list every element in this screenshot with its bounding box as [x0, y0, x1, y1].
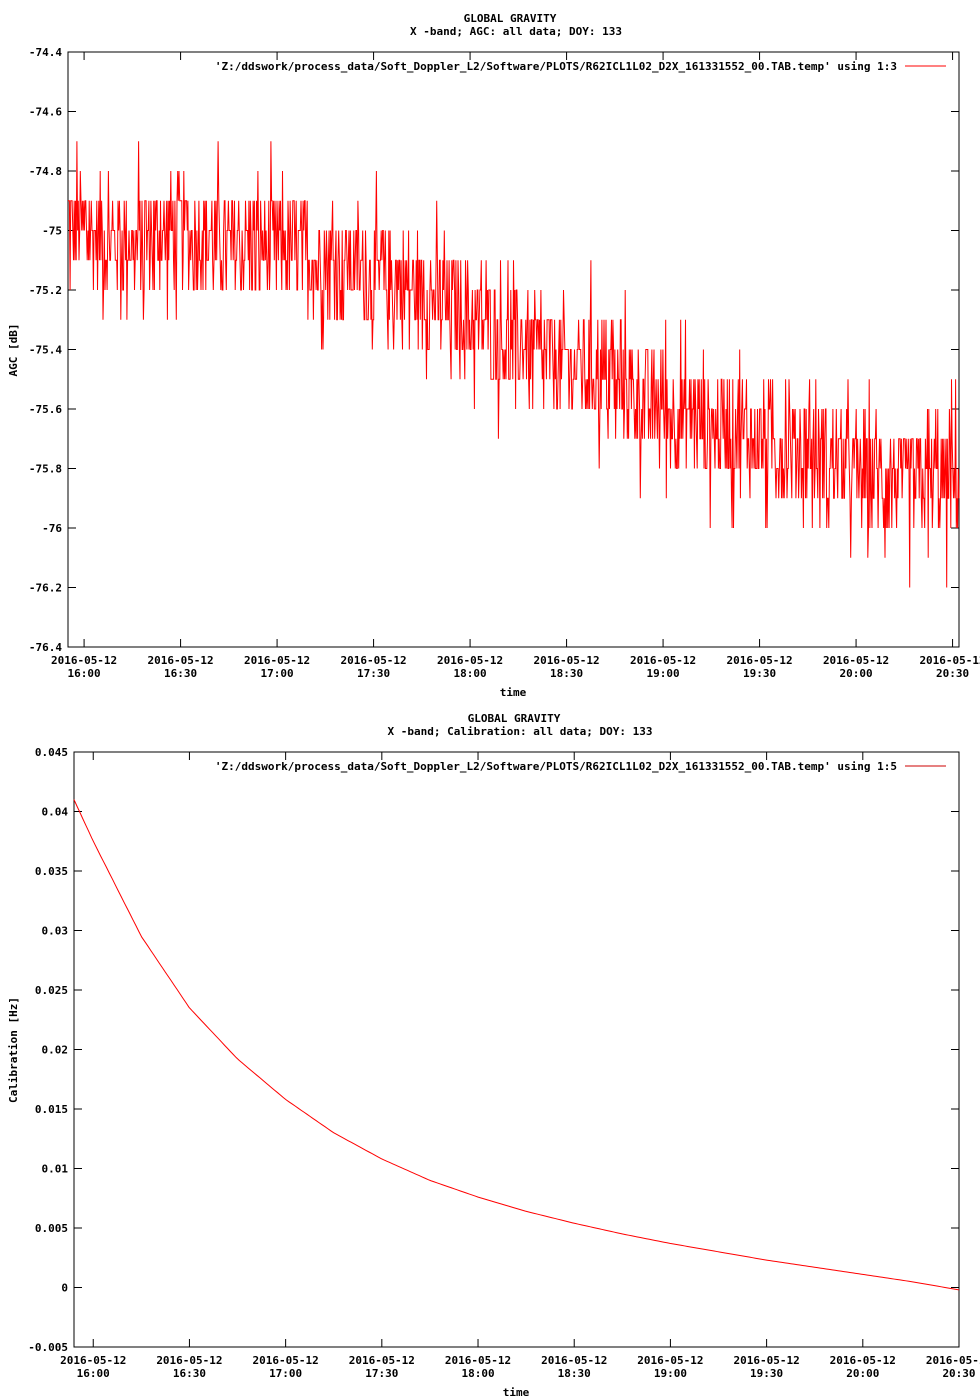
- agc-x-tick-date: 2016-05-12: [630, 654, 696, 667]
- agc-x-tick-time: 18:00: [454, 667, 487, 680]
- calibration-y-tick-label: 0.005: [35, 1222, 68, 1235]
- agc-x-tick-date: 2016-05-12: [51, 654, 117, 667]
- agc-x-tick-date: 2016-05-12: [919, 654, 980, 667]
- agc-x-tick-time: 20:30: [936, 667, 969, 680]
- agc-x-tick-date: 2016-05-12: [244, 654, 310, 667]
- calibration-x-tick-time: 17:30: [365, 1367, 398, 1380]
- agc-y-tick-label: -75.8: [29, 463, 62, 476]
- calibration-x-tick-date: 2016-05-12: [349, 1354, 415, 1367]
- agc-x-tick-time: 18:30: [550, 667, 583, 680]
- calibration-x-tick-date: 2016-05-12: [733, 1354, 799, 1367]
- calibration-series-line: [73, 799, 960, 1291]
- agc-y-tick-label: -76: [42, 522, 62, 535]
- calibration-y-tick-label: 0.015: [35, 1103, 68, 1116]
- agc-x-tick-date: 2016-05-12: [533, 654, 599, 667]
- agc-x-tick-time: 17:00: [261, 667, 294, 680]
- agc-y-tick-label: -75.2: [29, 284, 62, 297]
- agc-x-tick-time: 16:30: [164, 667, 197, 680]
- agc-y-ticks: -74.4 -74.6 -74.8 -75 -75.2 -75.4 -75.6 -75.8 -7…: [29, 46, 959, 654]
- calibration-x-tick-date: 2016-05-12: [445, 1354, 511, 1367]
- calibration-y-tick-label: 0.025: [35, 984, 68, 997]
- agc-x-tick-time: 19:00: [647, 667, 680, 680]
- agc-y-tick-label: -76.4: [29, 641, 62, 654]
- agc-x-tick-date: 2016-05-12: [726, 654, 792, 667]
- calibration-x-tick-date: 2016-05-12: [156, 1354, 222, 1367]
- agc-x-tick-time: 19:30: [743, 667, 776, 680]
- calibration-x-tick-time: 16:00: [77, 1367, 110, 1380]
- calibration-chart-title: GLOBAL GRAVITY: [468, 712, 561, 725]
- calibration-x-tick-time: 19:30: [750, 1367, 783, 1380]
- agc-x-axis-label: time: [500, 686, 527, 699]
- agc-plot-frame: [67, 51, 960, 648]
- calibration-y-tick-label: 0.035: [35, 865, 68, 878]
- calibration-y-tick-label: 0.045: [35, 746, 68, 759]
- agc-chart-subtitle: X -band; AGC: all data; DOY: 133: [410, 25, 622, 38]
- calibration-y-ticks: 0.045 0.04 0.035 0.03 0.025 0.02 0.015 0.01 0.00…: [28, 746, 959, 1354]
- calibration-y-tick-label: -0.005: [28, 1341, 68, 1354]
- calibration-x-tick-time: 20:30: [942, 1367, 975, 1380]
- calibration-x-tick-date: 2016-05-12: [926, 1354, 980, 1367]
- calibration-y-axis-label: Calibration [Hz]: [7, 997, 20, 1103]
- calibration-y-tick-label: 0.01: [42, 1163, 69, 1176]
- agc-y-tick-label: -74.8: [29, 165, 62, 178]
- agc-series-line: [68, 141, 960, 588]
- agc-x-tick-time: 17:30: [357, 667, 390, 680]
- agc-x-ticks: 2016-05-1216:002016-05-1216:302016-05-12…: [51, 52, 980, 680]
- agc-y-tick-label: -75.4: [29, 344, 62, 357]
- calibration-x-tick-date: 2016-05-12: [637, 1354, 703, 1367]
- calibration-y-tick-label: 0.02: [42, 1044, 69, 1057]
- agc-y-axis-label: AGC [dB]: [7, 324, 20, 377]
- calibration-x-tick-date: 2016-05-12: [60, 1354, 126, 1367]
- agc-x-tick-date: 2016-05-12: [437, 654, 503, 667]
- calibration-legend-label: 'Z:/ddswork/process_data/Soft_Doppler_L2…: [215, 760, 897, 773]
- agc-y-tick-label: -74.4: [29, 46, 62, 59]
- agc-x-tick-date: 2016-05-12: [823, 654, 889, 667]
- calibration-x-tick-date: 2016-05-12: [253, 1354, 319, 1367]
- agc-x-tick-time: 16:00: [68, 667, 101, 680]
- agc-chart-title: GLOBAL GRAVITY: [464, 12, 557, 25]
- calibration-plot-frame: [73, 751, 960, 1348]
- agc-y-tick-label: -75.6: [29, 403, 62, 416]
- calibration-x-tick-time: 18:30: [558, 1367, 591, 1380]
- calibration-x-tick-time: 19:00: [654, 1367, 687, 1380]
- agc-chart: GLOBAL GRAVITY X -band; AGC: all data; D…: [7, 12, 980, 699]
- calibration-x-tick-time: 17:00: [269, 1367, 302, 1380]
- agc-legend-label: 'Z:/ddswork/process_data/Soft_Doppler_L2…: [215, 60, 897, 73]
- agc-x-tick-time: 20:00: [840, 667, 873, 680]
- calibration-x-ticks: 2016-05-1216:002016-05-1216:302016-05-12…: [60, 752, 980, 1380]
- calibration-chart: GLOBAL GRAVITY X -band; Calibration: all…: [7, 712, 980, 1399]
- calibration-x-tick-date: 2016-05-12: [541, 1354, 607, 1367]
- calibration-y-tick-label: 0.03: [42, 925, 69, 938]
- calibration-x-tick-time: 16:30: [173, 1367, 206, 1380]
- calibration-x-tick-date: 2016-05-12: [830, 1354, 896, 1367]
- calibration-y-tick-label: 0.04: [42, 806, 69, 819]
- agc-x-tick-date: 2016-05-12: [147, 654, 213, 667]
- agc-y-tick-label: -74.6: [29, 106, 62, 119]
- calibration-x-tick-time: 20:00: [846, 1367, 879, 1380]
- calibration-chart-subtitle: X -band; Calibration: all data; DOY: 133: [388, 725, 653, 738]
- agc-y-tick-label: -76.2: [29, 582, 62, 595]
- calibration-x-axis-label: time: [503, 1386, 530, 1399]
- calibration-y-tick-label: 0: [61, 1282, 68, 1295]
- calibration-x-tick-time: 18:00: [461, 1367, 494, 1380]
- agc-y-tick-label: -75: [42, 225, 62, 238]
- agc-x-tick-date: 2016-05-12: [340, 654, 406, 667]
